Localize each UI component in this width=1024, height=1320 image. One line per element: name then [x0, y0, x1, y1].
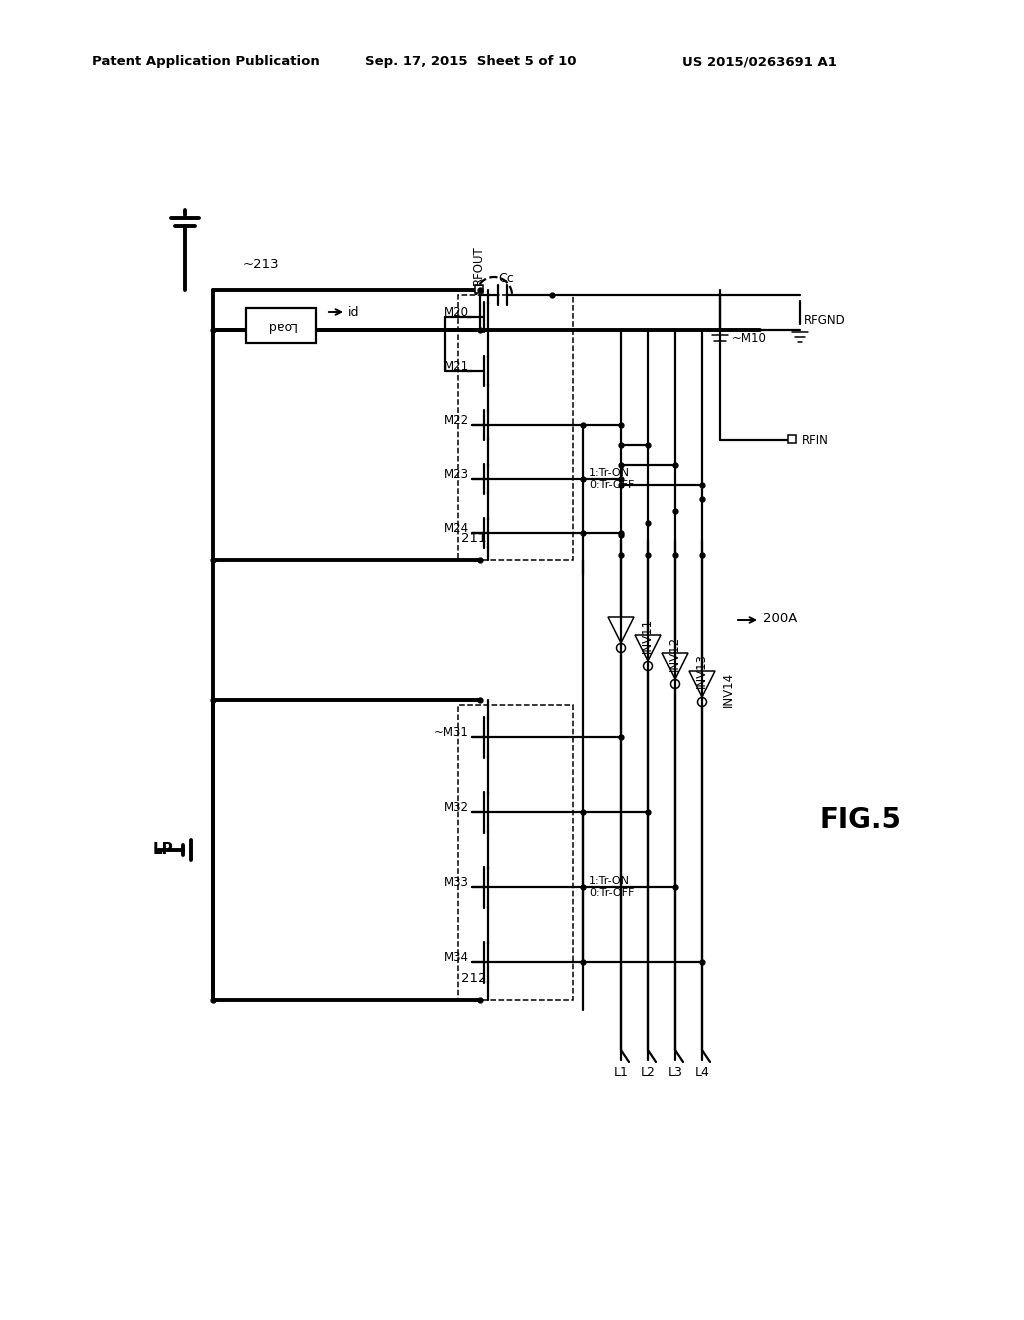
- Text: M24: M24: [443, 521, 469, 535]
- Text: 211: 211: [461, 532, 486, 544]
- Bar: [458, 705, 573, 1001]
- Text: id: id: [348, 306, 359, 319]
- Text: M21: M21: [443, 359, 469, 372]
- Text: US 2015/0263691 A1: US 2015/0263691 A1: [682, 55, 837, 69]
- Text: L3: L3: [668, 1065, 682, 1078]
- Text: 1:Tr-ON
0:Tr-OFF: 1:Tr-ON 0:Tr-OFF: [589, 876, 635, 898]
- Text: Patent Application Publication: Patent Application Publication: [92, 55, 319, 69]
- Text: L4: L4: [694, 1065, 710, 1078]
- Text: Cc: Cc: [498, 272, 514, 285]
- Text: RFOUT: RFOUT: [471, 246, 484, 285]
- Text: M32: M32: [444, 801, 469, 814]
- Text: Sep. 17, 2015  Sheet 5 of 10: Sep. 17, 2015 Sheet 5 of 10: [365, 55, 577, 69]
- Text: FIG.5: FIG.5: [820, 807, 902, 834]
- Text: RFGND: RFGND: [804, 314, 846, 326]
- Text: M23: M23: [444, 467, 469, 480]
- Text: LP: LP: [153, 842, 173, 858]
- Text: L2: L2: [641, 1065, 655, 1078]
- Text: L1: L1: [613, 1065, 629, 1078]
- Text: Load: Load: [266, 318, 296, 331]
- Text: 200A: 200A: [763, 611, 798, 624]
- Text: M22: M22: [443, 413, 469, 426]
- Text: INV12: INV12: [668, 635, 681, 671]
- Text: ~M10: ~M10: [732, 331, 767, 345]
- Bar: [788, 436, 796, 444]
- Text: RFIN: RFIN: [802, 433, 828, 446]
- Bar: [458, 294, 573, 560]
- Text: INV14: INV14: [722, 672, 735, 706]
- Text: ~M31: ~M31: [434, 726, 469, 739]
- Text: M33: M33: [444, 876, 469, 888]
- Text: ~213: ~213: [243, 259, 280, 272]
- Text: 1:Tr-ON
0:Tr-OFF: 1:Tr-ON 0:Tr-OFF: [589, 467, 635, 490]
- Text: M20: M20: [444, 305, 469, 318]
- Text: 212: 212: [461, 972, 486, 985]
- Text: INV11: INV11: [641, 618, 654, 652]
- Text: INV13: INV13: [695, 653, 708, 689]
- Bar: [246, 308, 316, 343]
- Bar: [475, 285, 483, 293]
- Text: M34: M34: [444, 950, 469, 964]
